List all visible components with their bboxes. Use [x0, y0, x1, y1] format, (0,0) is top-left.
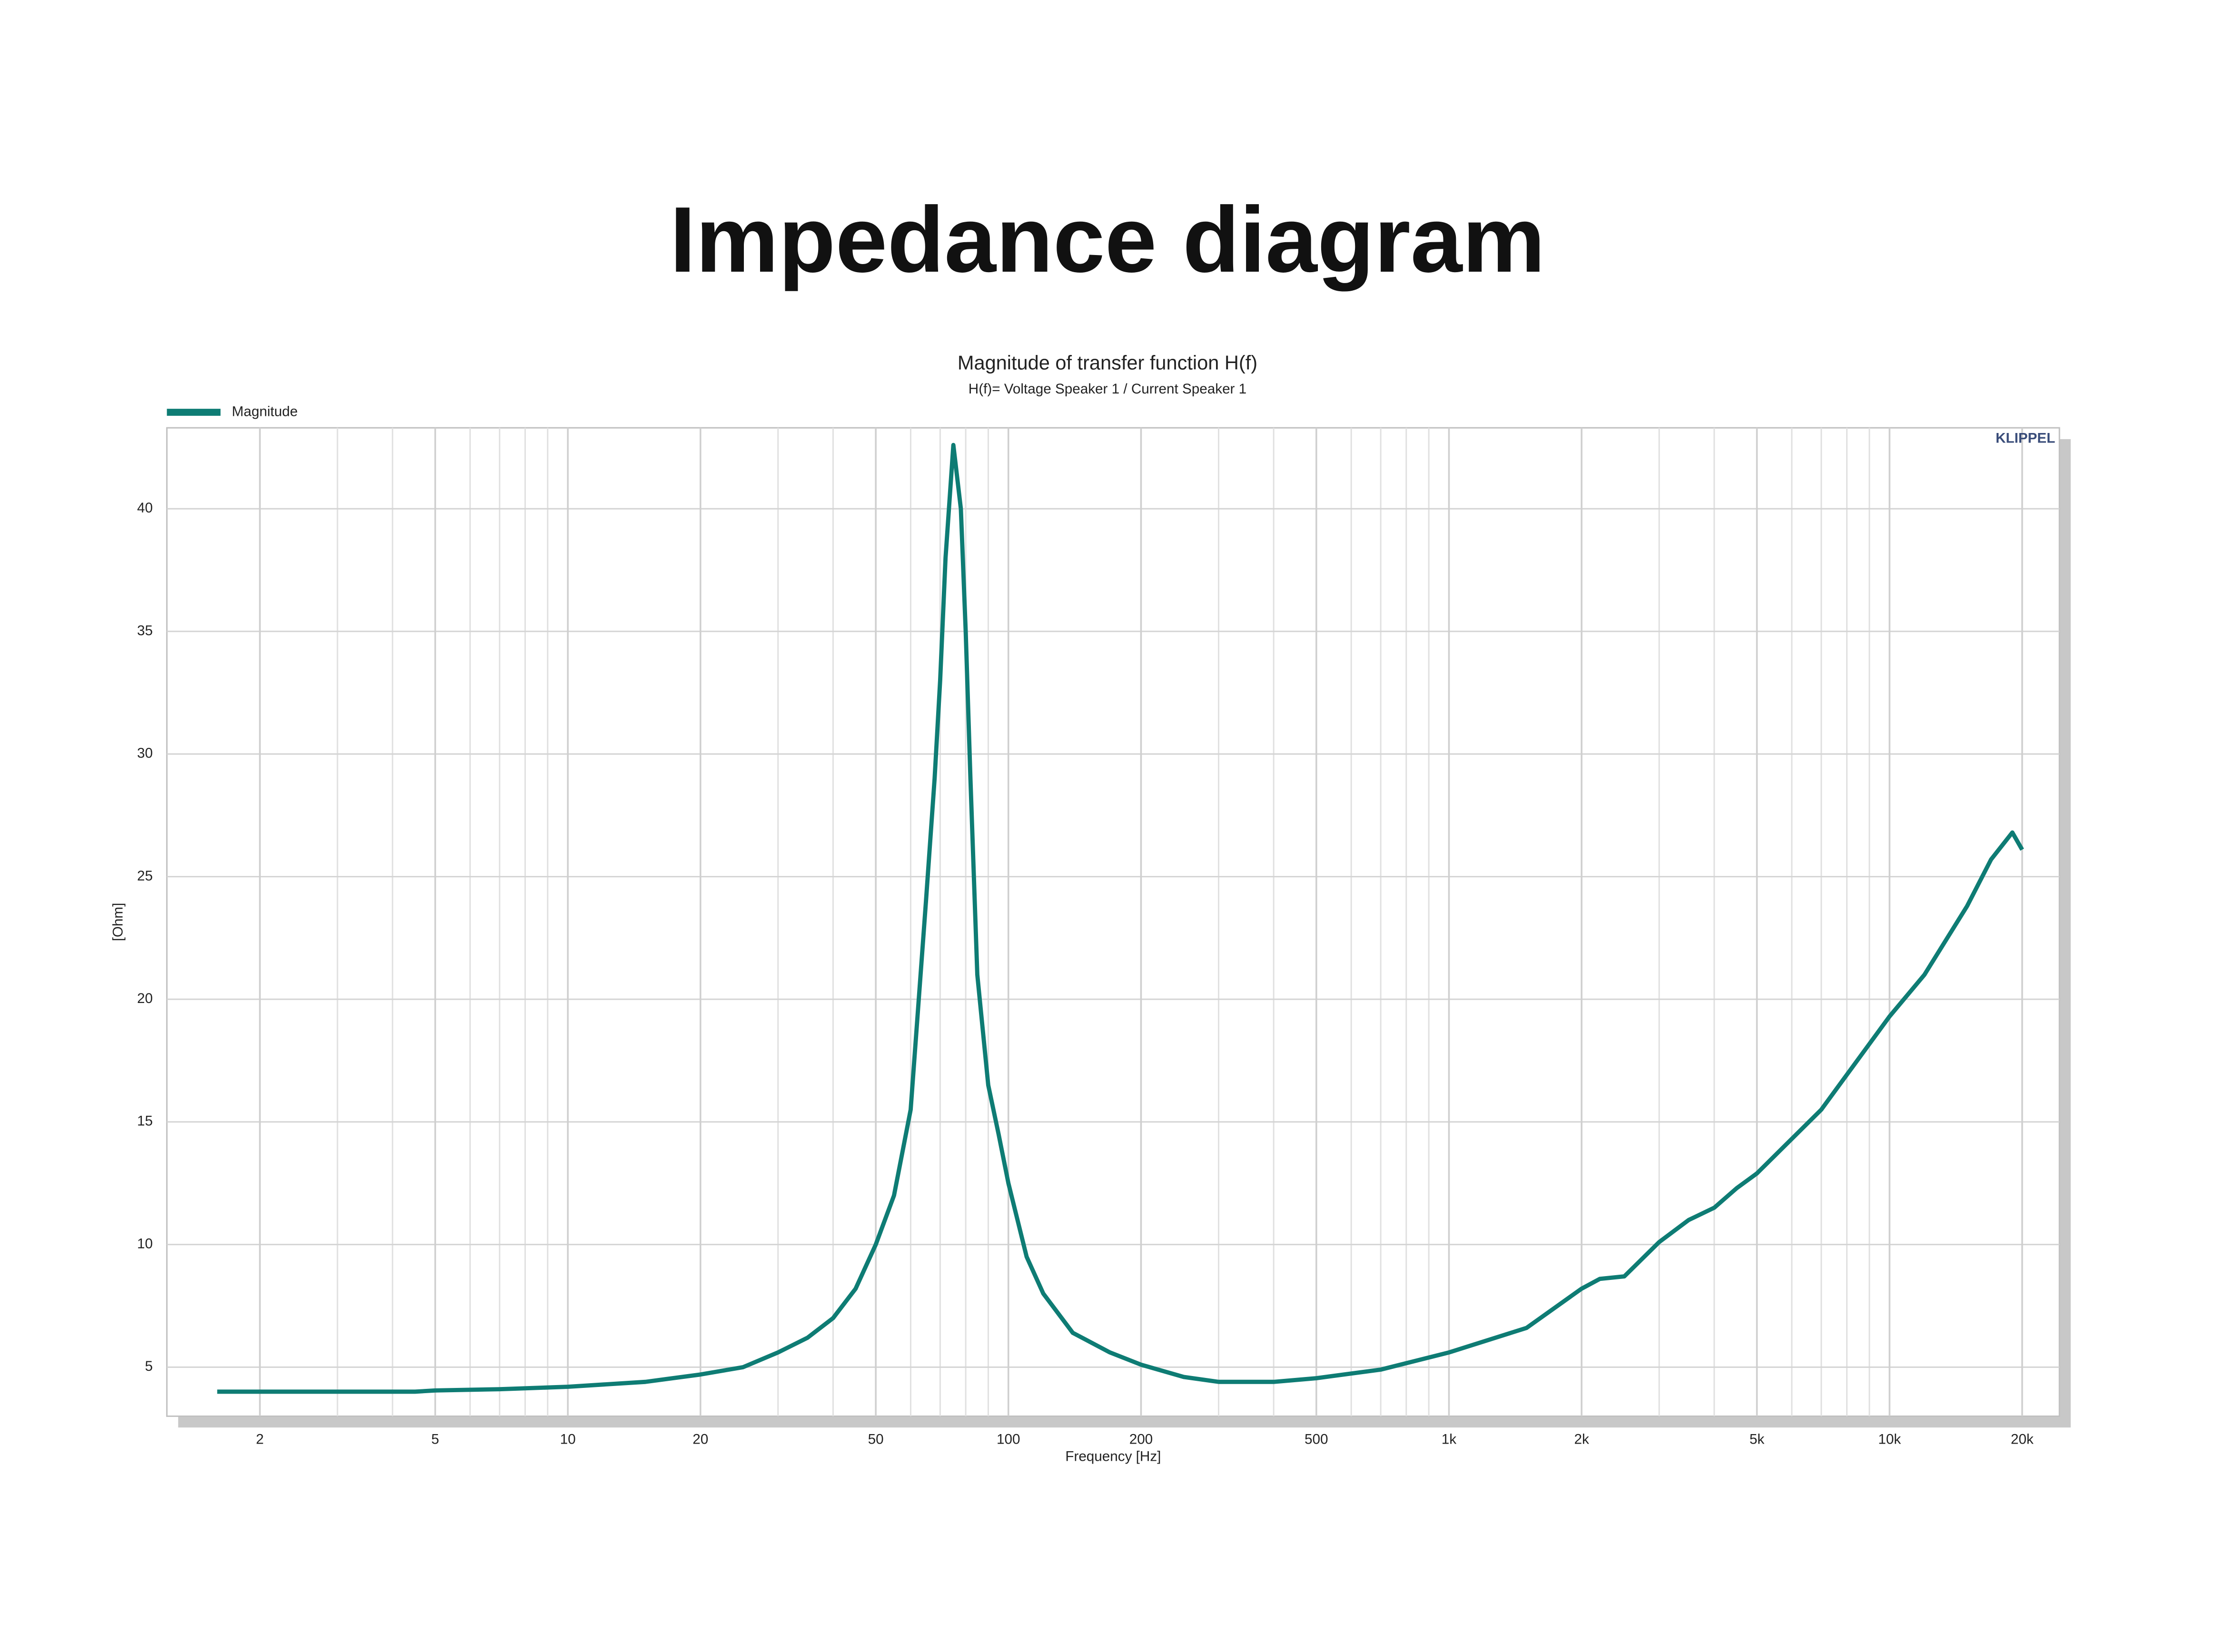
x-tick-label: 5k — [1750, 1432, 1764, 1447]
y-tick-label: 35 — [137, 623, 153, 639]
x-tick-label: 20k — [2011, 1432, 2034, 1447]
watermark: KLIPPEL — [1996, 431, 2055, 446]
chart-subtitle: H(f)= Voltage Speaker 1 / Current Speake… — [969, 381, 1246, 397]
x-tick-label: 10k — [1878, 1432, 1901, 1447]
x-axis-label: Frequency [Hz] — [1065, 1448, 1161, 1464]
chart-title: Magnitude of transfer function H(f) — [958, 352, 1257, 374]
x-tick-label: 500 — [1305, 1432, 1328, 1447]
x-tick-label: 2k — [1574, 1432, 1589, 1447]
legend-label: Magnitude — [232, 403, 298, 419]
x-tick-label: 200 — [1129, 1432, 1153, 1447]
y-tick-label: 20 — [137, 991, 153, 1006]
x-tick-label: 1k — [1442, 1432, 1456, 1447]
plot-area — [166, 427, 2060, 1417]
x-tick-label: 20 — [692, 1432, 708, 1447]
page-title: Impedance diagram — [670, 187, 1545, 292]
y-tick-label: 40 — [137, 500, 153, 516]
x-tick-label: 5 — [431, 1432, 439, 1447]
x-tick-label: 100 — [997, 1432, 1020, 1447]
x-tick-label: 50 — [868, 1432, 884, 1447]
x-tick-label: 2 — [256, 1432, 264, 1447]
y-tick-label: 30 — [137, 746, 153, 761]
y-axis-label: [Ohm] — [110, 903, 126, 941]
y-tick-label: 10 — [137, 1236, 153, 1251]
y-tick-label: 15 — [137, 1113, 153, 1129]
y-tick-label: 25 — [137, 868, 153, 884]
y-tick-label: 5 — [145, 1358, 153, 1374]
data-line — [217, 442, 2024, 1394]
x-tick-label: 10 — [560, 1432, 576, 1447]
